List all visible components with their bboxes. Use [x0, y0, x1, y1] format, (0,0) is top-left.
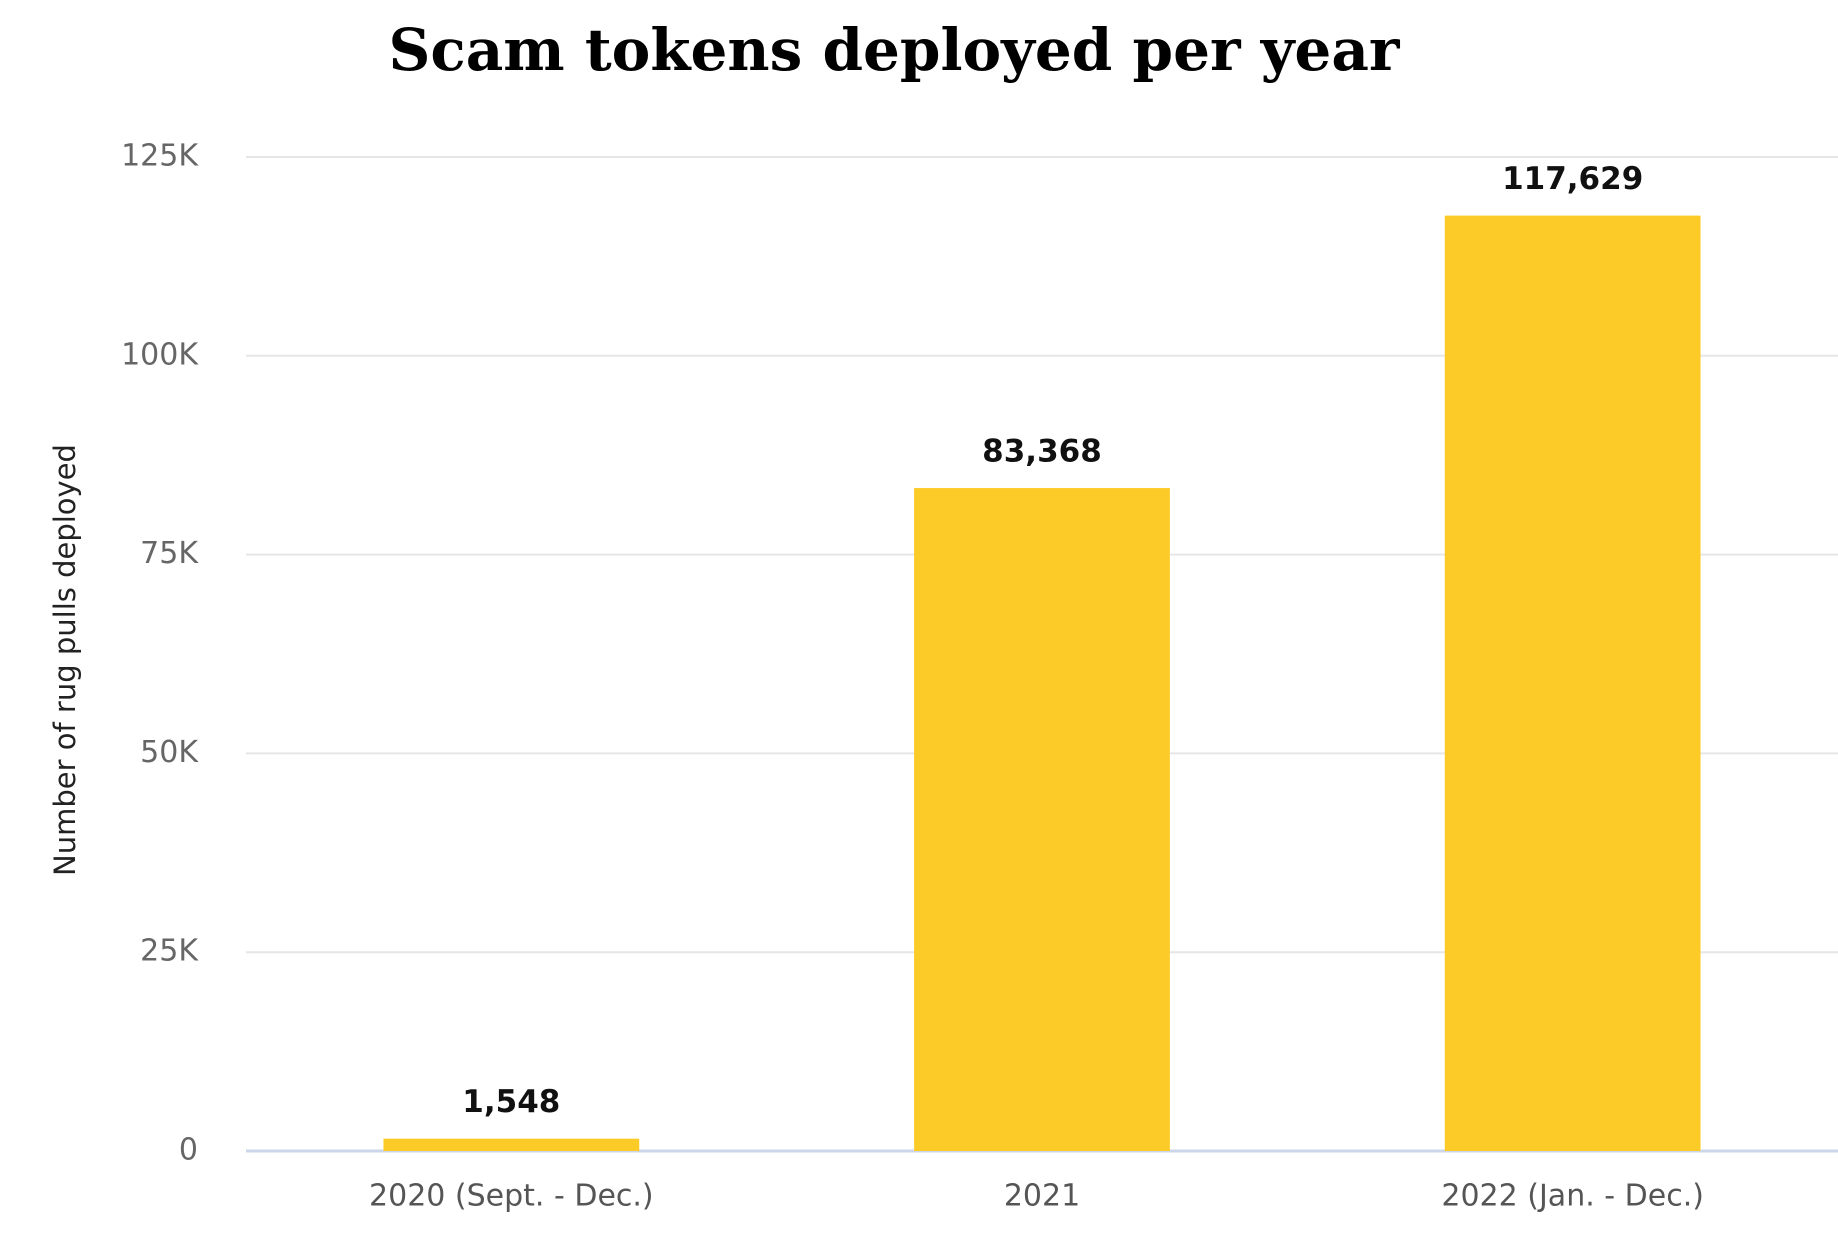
- bar: [1444, 215, 1701, 1151]
- value-label: 117,629: [1502, 161, 1643, 197]
- x-tick-label: 2020 (Sept. - Dec.): [369, 1179, 654, 1214]
- bar: [914, 488, 1170, 1151]
- value-label: 1,548: [462, 1084, 560, 1120]
- bar: [383, 1138, 640, 1151]
- y-axis-label: Number of rug pulls deployed: [48, 444, 82, 876]
- y-tick-label: 50K: [140, 735, 199, 770]
- y-tick-label: 0: [179, 1133, 198, 1168]
- value-label: 83,368: [982, 434, 1102, 470]
- chart-title: Scam tokens deployed per year: [389, 16, 1401, 84]
- x-tick-label: 2021: [1004, 1179, 1080, 1214]
- y-tick-label: 25K: [140, 934, 199, 969]
- x-tick-label: 2022 (Jan. - Dec.): [1441, 1179, 1704, 1214]
- y-tick-label: 75K: [140, 536, 199, 571]
- y-tick-label: 100K: [121, 337, 199, 372]
- y-tick-label: 125K: [121, 139, 199, 174]
